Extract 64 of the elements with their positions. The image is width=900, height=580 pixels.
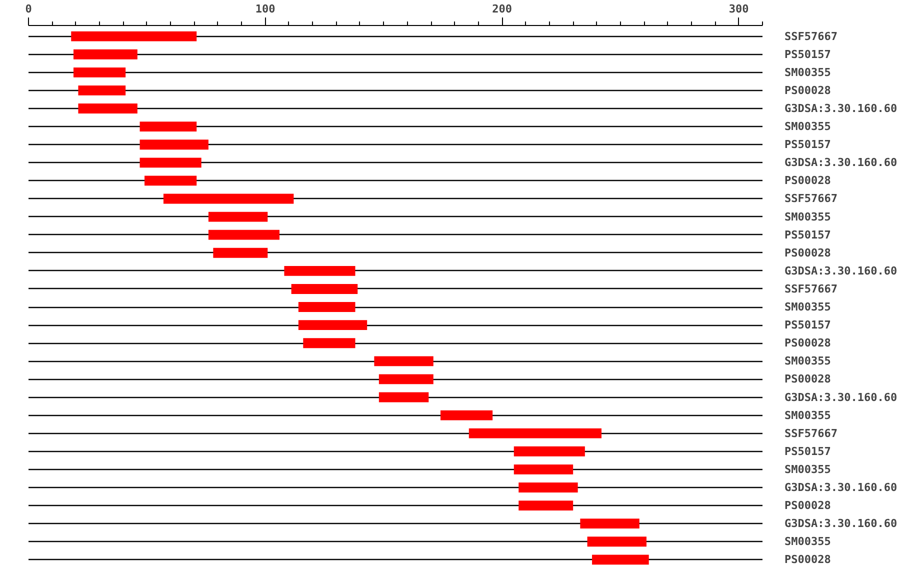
y-tick-label: G3DSA:3.30.160.60 bbox=[784, 156, 898, 170]
bar bbox=[71, 31, 197, 42]
y-tick-label: PS50157 bbox=[784, 228, 831, 242]
y-tick-label: SM00355 bbox=[784, 535, 831, 548]
bar bbox=[518, 500, 574, 510]
y-tick-label: SSF57667 bbox=[784, 192, 838, 206]
y-tick-label: PS00028 bbox=[784, 372, 831, 386]
bar bbox=[78, 104, 138, 114]
y-tick-label: G3DSA:3.30.160.60 bbox=[784, 390, 898, 404]
y-tick-label: SM00355 bbox=[784, 120, 831, 134]
bar bbox=[378, 374, 434, 384]
y-tick-label: PS00028 bbox=[784, 553, 831, 566]
y-tick-label: PS00028 bbox=[784, 174, 831, 188]
y-tick-label: G3DSA:3.30.160.60 bbox=[784, 264, 898, 278]
y-tick-label: PS00028 bbox=[784, 246, 831, 260]
y-tick-label: SSF57667 bbox=[784, 282, 838, 296]
y-tick-label: PS50157 bbox=[784, 138, 831, 152]
y-tick-label: PS00028 bbox=[784, 499, 831, 512]
x-tick-label: 100 bbox=[255, 2, 276, 16]
x-tick-label: 300 bbox=[728, 2, 749, 16]
bar bbox=[303, 338, 356, 348]
bar bbox=[140, 158, 202, 168]
bar bbox=[440, 410, 493, 420]
bar bbox=[580, 518, 640, 529]
bar bbox=[73, 49, 138, 60]
y-tick-label: SM00355 bbox=[784, 66, 831, 79]
bar bbox=[378, 392, 429, 402]
bar bbox=[298, 302, 356, 312]
y-tick-label: SM00355 bbox=[784, 408, 831, 422]
bar bbox=[514, 464, 574, 474]
y-tick-label: G3DSA:3.30.160.60 bbox=[784, 102, 898, 116]
bar bbox=[73, 67, 126, 78]
bar bbox=[208, 212, 268, 222]
y-tick-label: SM00355 bbox=[784, 462, 831, 476]
bar bbox=[298, 320, 368, 330]
x-tick-label: 0 bbox=[25, 2, 32, 16]
bar bbox=[592, 554, 649, 565]
y-tick-label: SM00355 bbox=[784, 210, 831, 224]
bar bbox=[518, 482, 578, 492]
bar bbox=[140, 140, 208, 150]
y-tick-label: PS00028 bbox=[784, 336, 831, 350]
y-tick-label: PS50157 bbox=[784, 48, 831, 61]
y-tick-label: SM00355 bbox=[784, 300, 831, 314]
y-tick-label: G3DSA:3.30.160.60 bbox=[784, 517, 898, 530]
bar bbox=[78, 86, 126, 96]
y-tick-label: SM00355 bbox=[784, 354, 831, 368]
bar bbox=[587, 536, 646, 547]
y-tick-label: SSF57667 bbox=[784, 30, 838, 43]
bar bbox=[213, 248, 268, 258]
bar bbox=[163, 194, 294, 204]
x-tick-label: 200 bbox=[492, 2, 512, 16]
bar bbox=[144, 176, 197, 186]
bar bbox=[374, 356, 434, 366]
y-tick-label: PS50157 bbox=[784, 318, 831, 332]
bar bbox=[208, 230, 280, 240]
y-tick-label: SSF57667 bbox=[784, 426, 838, 440]
bar bbox=[291, 284, 358, 294]
y-tick-label: PS50157 bbox=[784, 444, 831, 458]
bar bbox=[468, 428, 602, 438]
bar bbox=[140, 122, 197, 132]
y-tick-label: G3DSA:3.30.160.60 bbox=[784, 480, 898, 494]
bar bbox=[514, 446, 585, 456]
y-tick-label: PS00028 bbox=[784, 84, 831, 97]
bar bbox=[284, 266, 356, 276]
